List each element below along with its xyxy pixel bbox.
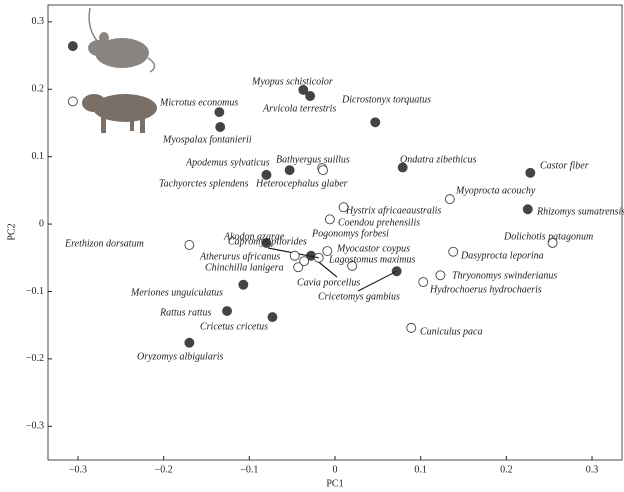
point-label: Cavia porcellus [297, 277, 360, 288]
point-label: Atherurus africanus [199, 251, 280, 262]
data-point [238, 279, 249, 290]
data-point [322, 246, 333, 256]
data-point [184, 337, 195, 348]
data-point [289, 250, 300, 261]
data-point [184, 240, 195, 250]
data-point [214, 107, 225, 118]
data-point [261, 237, 272, 248]
data-point [435, 270, 446, 281]
point-label: Castor fiber [540, 160, 589, 171]
point-label: Erethizon dorsatum [64, 238, 144, 249]
data-point [293, 262, 304, 273]
point-label: Myopus schisticolor [251, 76, 333, 87]
x-tick-label: −0.3 [69, 464, 87, 475]
data-point [305, 91, 316, 101]
leader-line [357, 270, 397, 292]
y-tick-label: 0.3 [32, 16, 45, 27]
y-tick-label: 0.2 [32, 84, 45, 95]
point-label: Apodemus sylvaticus [185, 157, 270, 168]
point-label: Chinchilla lanigera [205, 262, 284, 273]
data-point [397, 162, 408, 173]
data-point [522, 204, 533, 215]
x-tick-label: 0 [333, 464, 338, 475]
x-tick-label: 0.3 [586, 464, 599, 475]
y-tick-label: 0 [39, 218, 44, 229]
point-label: Myoprocta acouchy [455, 185, 536, 196]
data-point [267, 312, 278, 323]
data-point [338, 202, 349, 213]
data-point [324, 214, 335, 225]
point-label: Cricetomys gambius [318, 291, 400, 302]
x-tick-label: −0.1 [240, 464, 258, 475]
data-point [67, 41, 78, 52]
point-label: Hystrix africaeaustralis [345, 205, 441, 216]
y-tick-label: 0.1 [32, 151, 45, 162]
data-point [406, 322, 417, 333]
point-label: Capromys pilorides [228, 236, 307, 247]
point-label: Thryonomys swinderianus [452, 270, 557, 281]
data-point [299, 256, 310, 267]
point-label: Oryzomys albigularis [137, 351, 224, 362]
x-tick-label: 0.1 [414, 464, 427, 475]
point-label: Myocastor coypus [336, 243, 410, 254]
data-point [448, 246, 459, 257]
point-label: Dasyprocta leporina [460, 250, 544, 261]
point-label: Ondatra zibethicus [400, 154, 476, 165]
data-point [547, 237, 558, 248]
x-tick-label: −0.2 [155, 464, 173, 475]
x-axis-label: PC1 [326, 478, 343, 489]
point-label: Pogonomys forbesi [311, 228, 389, 239]
point-label: Lagostomus maximus [328, 254, 416, 265]
data-point [215, 122, 226, 132]
point-label: Rhizomys sumatrensis [536, 206, 624, 217]
data-point [318, 165, 328, 176]
point-label: Dolichotis patagonum [503, 231, 593, 242]
point-label: Hydrochoerus hydrochaeris [429, 284, 542, 295]
mouse-icon [88, 7, 156, 73]
data-point [418, 277, 429, 287]
y-tick-label: −0.3 [26, 421, 44, 432]
y-axis-label: PC2 [6, 223, 17, 240]
data-point [67, 96, 78, 107]
point-label: Bathyergus suillus [276, 154, 350, 165]
data-point [444, 194, 455, 205]
point-label: Coendou prehensilis [338, 217, 420, 228]
x-tick-label: 0.2 [500, 464, 513, 475]
data-point [525, 167, 536, 178]
data-point [222, 306, 233, 316]
point-label: Dicrostonyx torquatus [341, 94, 431, 105]
data-point [261, 169, 272, 180]
y-tick-label: −0.2 [26, 353, 44, 364]
point-label: Meriones unguiculatus [130, 287, 223, 298]
point-label: Tachyorctes splendens [159, 178, 249, 189]
y-tick-label: −0.1 [26, 286, 44, 297]
point-label: Heterocephalus glaber [255, 178, 348, 189]
point-label: Cricetus cricetus [200, 321, 268, 332]
point-label: Arvicola terrestris [262, 103, 336, 114]
point-label: Myospalax fontanierii [162, 134, 252, 145]
point-label: Rattus rattus [159, 307, 212, 318]
point-label: Akodon azarae [223, 231, 285, 242]
point-label: Cuniculus paca [420, 326, 483, 337]
data-point [370, 117, 381, 128]
data-point [284, 165, 295, 176]
point-label: Microtus economus [159, 97, 238, 108]
data-point [347, 260, 358, 271]
capybara-icon [82, 94, 157, 133]
data-point [298, 84, 309, 95]
